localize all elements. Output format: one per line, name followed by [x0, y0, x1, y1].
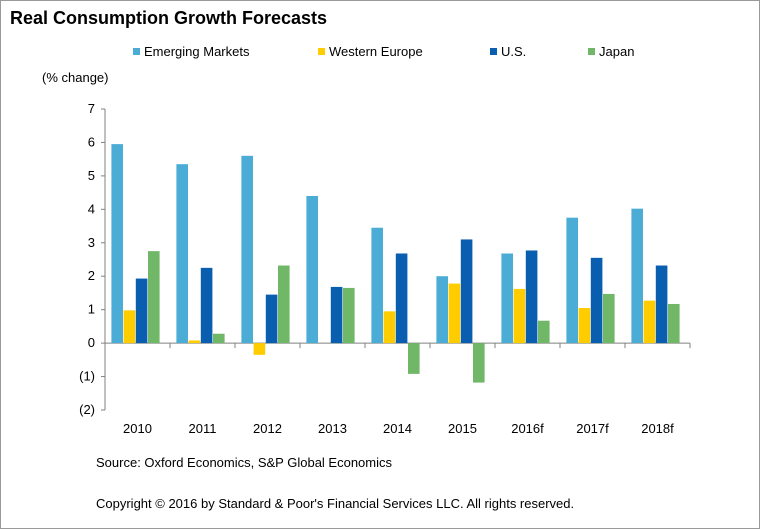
legend-label: Japan: [599, 44, 634, 59]
x-tick-label: 2012: [253, 421, 282, 436]
bar-emerging-markets-2011: [176, 164, 188, 344]
y-tick-label: (1): [79, 369, 95, 384]
bar-u-s--2011: [200, 267, 213, 344]
bar-emerging-markets-2014: [371, 227, 383, 344]
bar-emerging-markets-2018f: [631, 208, 643, 344]
bar-emerging-markets-2015: [436, 276, 448, 344]
bar-emerging-markets-2013: [306, 195, 318, 344]
bar-japan-2018f: [668, 303, 680, 344]
x-tick-label: 2010: [123, 421, 152, 436]
x-tick-label: 2018f: [641, 421, 674, 436]
y-tick-label: 4: [88, 201, 95, 216]
bar-western-europe-2016f: [513, 288, 526, 344]
legend-swatch: [588, 48, 595, 55]
x-tick-label: 2011: [189, 421, 217, 436]
bar-u-s--2016f: [525, 250, 538, 344]
y-tick-label: 5: [88, 168, 95, 183]
y-axis-label: (% change): [42, 70, 108, 85]
bar-western-europe-2010: [123, 310, 136, 344]
bar-u-s--2012: [265, 294, 278, 344]
legend-swatch: [490, 48, 497, 55]
bar-japan-2015: [473, 343, 485, 383]
source-note: Source: Oxford Economics, S&P Global Eco…: [96, 455, 392, 470]
y-tick-label: 1: [88, 302, 95, 317]
bar-japan-2016f: [538, 320, 550, 344]
y-tick-label: 6: [88, 134, 95, 149]
bar-emerging-markets-2017f: [566, 217, 578, 344]
bar-emerging-markets-2016f: [501, 253, 513, 344]
bar-u-s--2014: [395, 253, 408, 344]
bar-western-europe-2017f: [578, 307, 591, 344]
bar-u-s--2015: [460, 239, 473, 344]
x-tick-label: 2015: [448, 421, 477, 436]
bar-japan-2013: [343, 287, 355, 344]
bar-u-s--2013: [330, 286, 343, 344]
x-tick-label: 2013: [318, 421, 347, 436]
bar-u-s--2010: [135, 278, 148, 344]
y-tick-label: 0: [88, 335, 95, 350]
bar-japan-2017f: [603, 293, 615, 344]
bar-western-europe-2012: [253, 343, 266, 355]
legend-label: Western Europe: [329, 44, 423, 59]
bar-emerging-markets-2010: [111, 144, 123, 344]
bar-japan-2012: [278, 265, 290, 344]
y-tick-label: 2: [88, 268, 95, 283]
legend-swatch: [318, 48, 325, 55]
copyright-note: Copyright © 2016 by Standard & Poor's Fi…: [96, 496, 575, 511]
bar-japan-2010: [148, 251, 160, 344]
bar-western-europe-2011: [188, 340, 201, 344]
x-tick-label: 2016f: [511, 421, 544, 436]
legend-swatch: [133, 48, 140, 55]
y-tick-label: 7: [88, 101, 95, 116]
bar-emerging-markets-2012: [241, 155, 253, 344]
bar-western-europe-2018f: [643, 300, 656, 344]
bar-u-s--2018f: [655, 265, 668, 344]
bar-western-europe-2015: [448, 283, 461, 344]
bar-japan-2014: [408, 343, 420, 374]
y-tick-label: 3: [88, 235, 95, 250]
y-tick-label: (2): [79, 402, 95, 417]
bar-japan-2011: [213, 333, 225, 344]
legend-label: Emerging Markets: [144, 44, 250, 59]
chart-title: Real Consumption Growth Forecasts: [10, 8, 328, 28]
x-tick-label: 2014: [383, 421, 412, 436]
legend-label: U.S.: [501, 44, 526, 59]
bar-western-europe-2014: [383, 311, 396, 344]
x-tick-label: 2017f: [576, 421, 609, 436]
bar-u-s--2017f: [590, 257, 603, 344]
